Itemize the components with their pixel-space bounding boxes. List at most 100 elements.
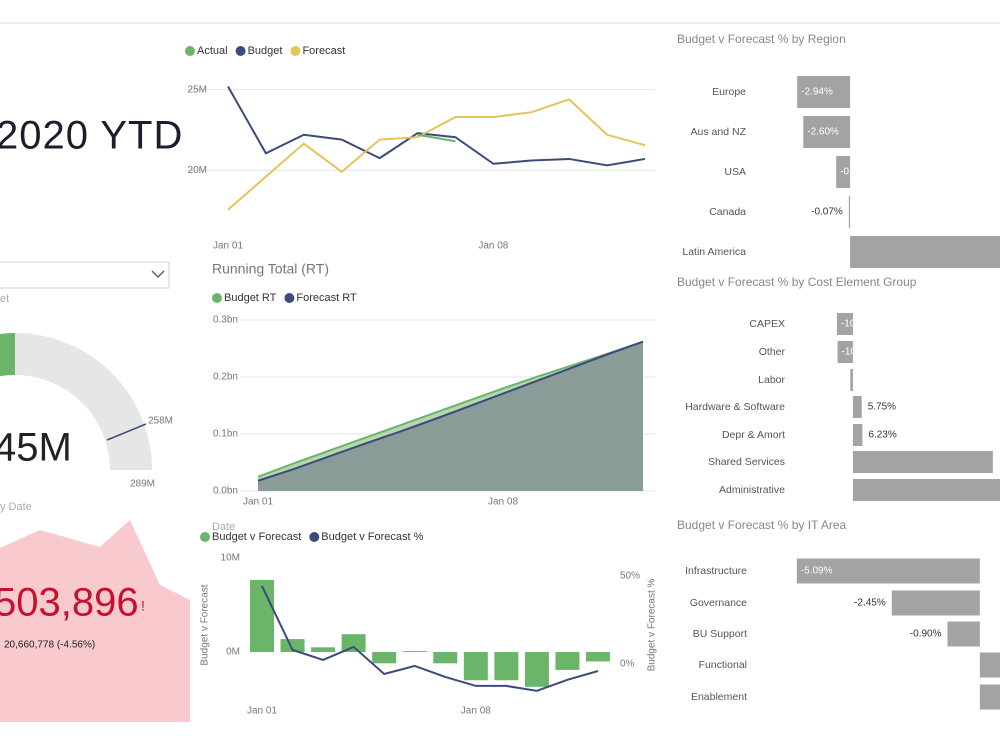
data-label: -0.07% <box>811 207 843 218</box>
y-axis-title: Budget v Forecast <box>200 584 211 665</box>
bar <box>852 479 1000 501</box>
bar <box>524 652 549 687</box>
card-flag: ! <box>141 598 145 614</box>
line-series <box>417 133 456 143</box>
x-tick-label: Jan 01 <box>243 497 273 508</box>
gauge-target <box>106 423 147 441</box>
bar <box>311 647 336 653</box>
bar <box>848 196 851 228</box>
legend-label: Budget <box>248 45 283 57</box>
x-axis-title: Date <box>212 521 235 533</box>
y2-tick-label: 0% <box>620 659 635 670</box>
data-label: -0.77% <box>840 167 872 178</box>
card-caption: y Date <box>0 501 32 513</box>
y-tick-label: 10M <box>221 553 240 564</box>
chart-title: Running Total (RT) <box>212 261 329 277</box>
y-tick-label: 0.2bn <box>213 372 238 383</box>
card-sparkline <box>0 520 190 722</box>
y-tick-label: 25M <box>188 84 207 95</box>
data-label: -2.94% <box>801 87 833 98</box>
y-tick-label: 0.3bn <box>213 315 238 326</box>
bar <box>979 652 1000 678</box>
dropdown[interactable] <box>0 261 170 289</box>
x-tick-label: Jan 01 <box>213 241 243 252</box>
category-label: USA <box>724 166 746 178</box>
bar <box>586 652 610 662</box>
legend-marker <box>235 46 246 56</box>
area-fill <box>258 341 643 491</box>
line-series <box>227 98 646 211</box>
bar <box>852 451 993 473</box>
y2-tick-label: 50% <box>620 571 640 582</box>
data-label: 5.75% <box>868 402 896 413</box>
bar <box>836 313 853 335</box>
bar <box>463 652 488 681</box>
category-label: BU Support <box>693 628 747 640</box>
bar <box>852 396 862 418</box>
data-label: 6.23% <box>868 430 896 441</box>
line-series <box>227 85 646 167</box>
x-tick-label: Jan 08 <box>478 241 508 252</box>
legend-marker <box>309 532 320 542</box>
data-label: -0.90% <box>910 629 942 640</box>
legend-label: Budget v Forecast % <box>321 531 423 543</box>
bar <box>852 424 863 446</box>
category-label: Hardware & Software <box>685 401 785 413</box>
legend-label: Forecast RT <box>296 292 357 304</box>
gauge-target-label: 258M <box>148 416 173 427</box>
y-tick-label: 20M <box>188 165 207 176</box>
data-label: -1.73% <box>854 375 886 386</box>
dropdown-label: et <box>0 293 9 305</box>
category-label: Functional <box>699 659 747 671</box>
dropdown-chevron[interactable] <box>151 270 165 278</box>
chart-title: Budget v Forecast % by Cost Element Grou… <box>677 275 917 289</box>
x-tick-label: Jan 01 <box>247 706 277 717</box>
bar <box>555 652 580 670</box>
gauge-track <box>0 333 152 470</box>
area-line <box>257 340 644 478</box>
y-tick-label: 0.0bn <box>213 486 238 497</box>
data-label: -5.09% <box>801 566 833 577</box>
legend-label: Forecast <box>302 45 345 57</box>
category-label: Enablement <box>691 691 747 703</box>
category-label: Labor <box>758 374 785 386</box>
gauge-value: 45M <box>0 426 72 470</box>
data-label: -2.45% <box>854 598 886 609</box>
bar <box>850 369 853 391</box>
legend-label: Actual <box>197 45 228 57</box>
category-label: Administrative <box>719 484 785 496</box>
bar <box>280 639 305 653</box>
category-label: Governance <box>690 597 747 609</box>
bar <box>433 652 458 664</box>
category-label: Canada <box>709 206 746 218</box>
gauge-fill <box>0 333 15 376</box>
area-line <box>257 340 644 482</box>
legend-marker <box>200 532 210 542</box>
line-series <box>261 585 599 692</box>
bar <box>837 341 853 363</box>
bar <box>250 580 274 653</box>
bar <box>850 236 1000 268</box>
gauge-max-label: 289M <box>130 479 155 490</box>
bar <box>797 76 851 108</box>
legend-label: Budget v Forecast <box>212 531 301 543</box>
bar <box>891 590 980 616</box>
y-tick-label: 0M <box>226 647 240 658</box>
data-label: -10.54% <box>841 319 878 330</box>
bar <box>372 652 397 664</box>
bar <box>803 116 851 148</box>
card-value: 503,896 <box>0 581 139 625</box>
legend-marker <box>185 46 195 56</box>
bar <box>947 621 980 647</box>
bar <box>341 634 366 653</box>
data-label: -10.14% <box>842 347 879 358</box>
legend-marker <box>290 46 301 56</box>
y-tick-label: 0.1bn <box>213 429 238 440</box>
category-label: Aus and NZ <box>691 126 747 138</box>
category-label: Latin America <box>682 246 746 258</box>
legend-label: Budget RT <box>224 292 277 304</box>
y2-axis-title: Budget v Forecast % <box>647 578 658 671</box>
page-title: 2020 YTD <box>0 114 183 158</box>
